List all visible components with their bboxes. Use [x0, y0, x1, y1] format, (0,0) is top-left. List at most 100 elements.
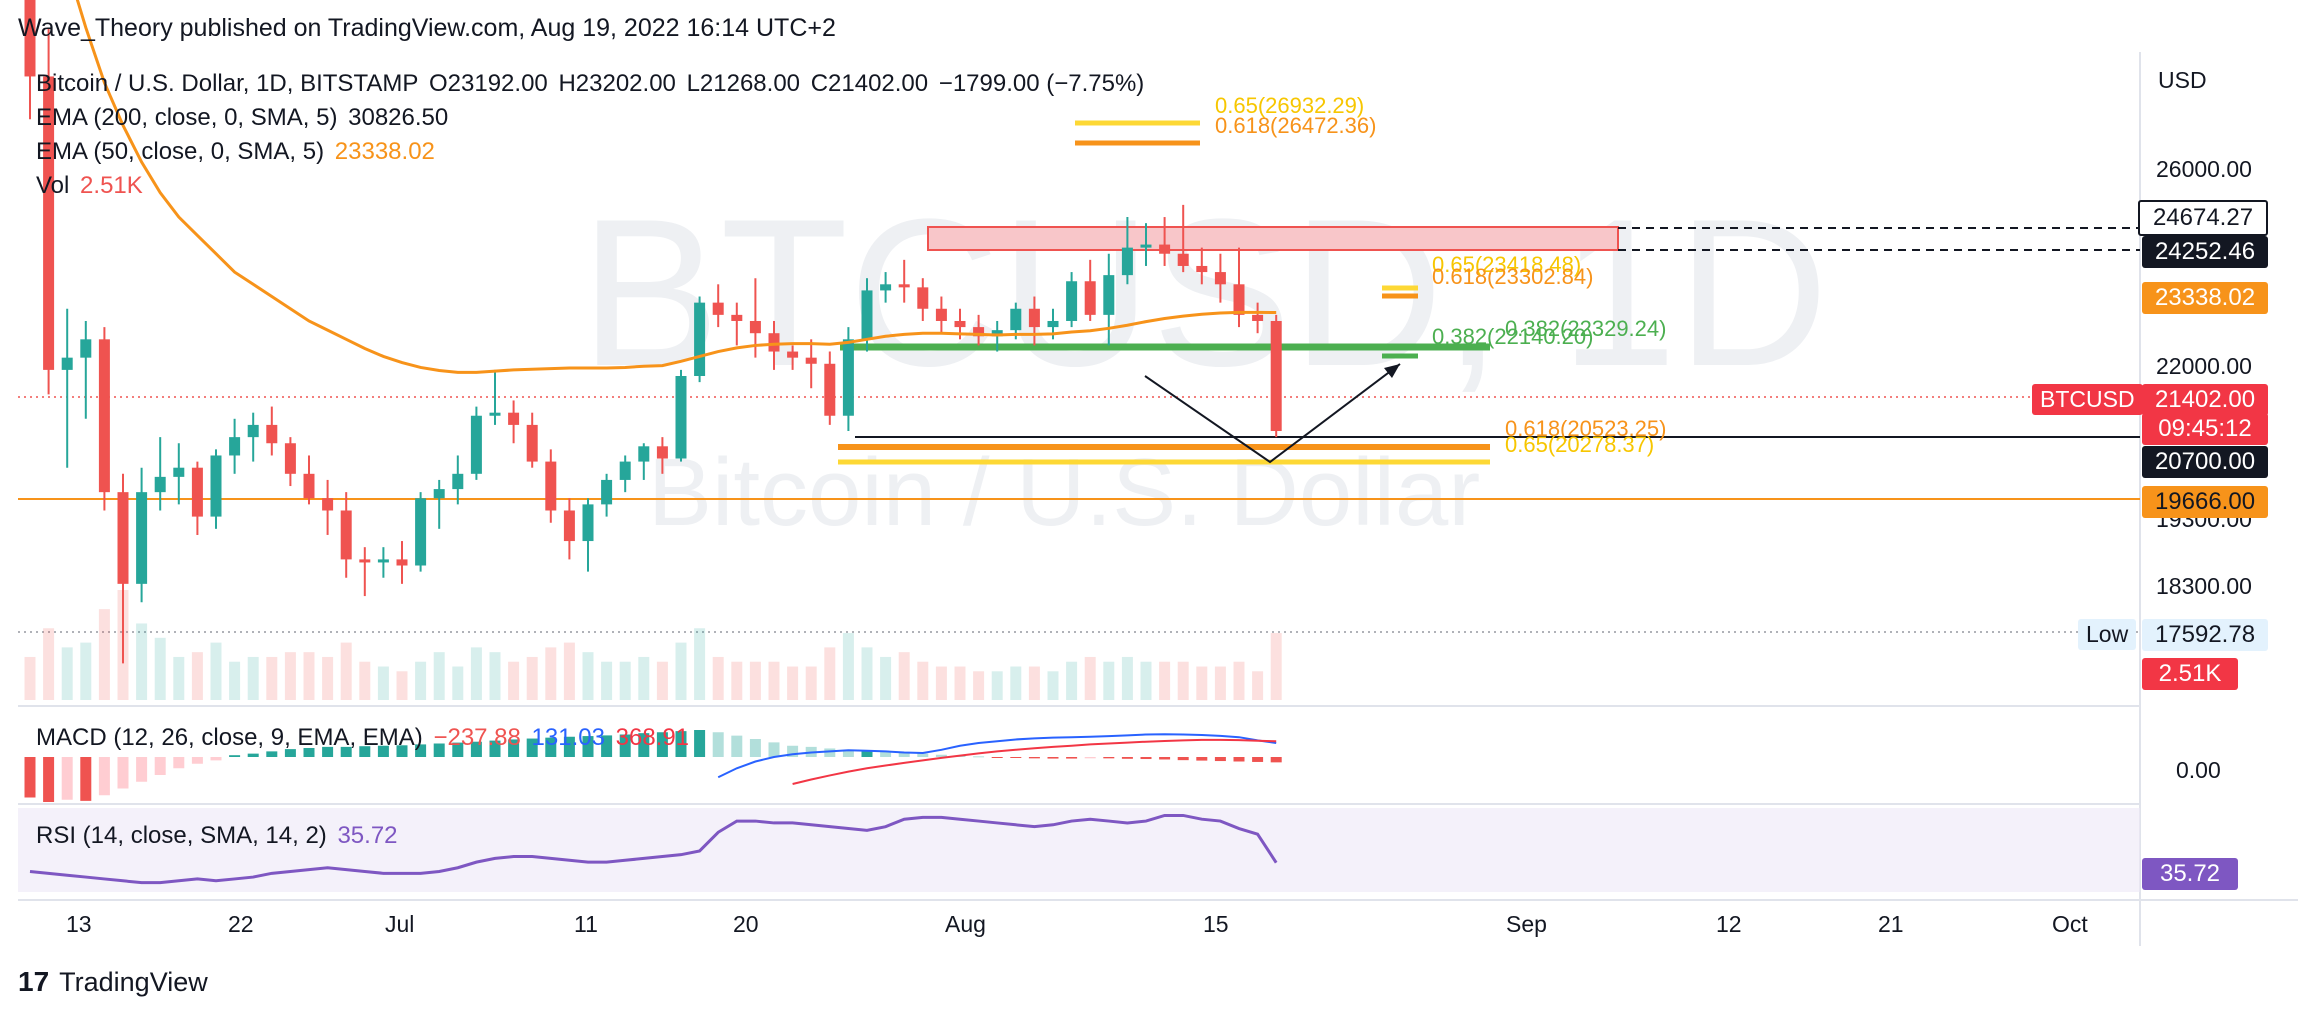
volume-bar	[1270, 633, 1282, 700]
fib-label-0: 0.65(26932.29)	[1215, 93, 1364, 118]
date-tick-6: 15	[1203, 911, 1229, 937]
volume-bar	[247, 656, 259, 700]
volume-bar	[582, 652, 594, 700]
legend-rsi-row[interactable]: RSI (14, close, SMA, 14, 2) 35.72	[36, 822, 402, 850]
volume-bar	[731, 661, 743, 700]
volume-bar	[43, 628, 55, 700]
legend-symbol-row: Bitcoin / U.S. Dollar, 1D, BITSTAMP O231…	[36, 70, 1148, 98]
macd-hist-bar	[136, 757, 148, 782]
candle-body	[154, 476, 166, 493]
legend-macd-row[interactable]: MACD (12, 26, close, 9, EMA, EMA) −237.8…	[36, 724, 693, 752]
macd-hist-bar	[1233, 757, 1245, 762]
tradingview-brand[interactable]: 17 TradingView	[18, 966, 208, 998]
macd-hist-bar	[247, 753, 259, 757]
rsi-pane	[29, 813, 1278, 885]
legend-close: C21402.00	[810, 70, 929, 97]
price-tag-volume: 2.51K	[2142, 658, 2238, 690]
candle-body	[61, 357, 73, 370]
macd-hist-bar	[749, 739, 761, 757]
candle-body	[545, 461, 557, 511]
candle-body	[1233, 284, 1245, 315]
macd-hist-bar	[43, 757, 55, 802]
macd-hist-bar	[563, 736, 575, 757]
macd-hist-bar	[526, 738, 538, 757]
legend-open: O23192.00	[429, 70, 548, 97]
candle-body	[638, 446, 650, 462]
volume-bar	[136, 623, 148, 700]
candle-body	[842, 339, 854, 416]
macd-hist-bar	[117, 757, 129, 789]
candle-body	[452, 473, 464, 490]
volume-bar	[508, 661, 520, 700]
macd-hist-bar	[768, 742, 780, 757]
macd-hist-bar	[61, 757, 73, 800]
candle-body	[1159, 244, 1171, 254]
legend-macd-hist: −237.88	[433, 724, 521, 751]
candle-body	[1140, 244, 1152, 248]
macd-hist-bar	[508, 739, 520, 757]
macd-hist-bar	[415, 744, 427, 757]
candle-body	[1028, 308, 1040, 328]
fib-label-2: 0.65(23418.48)	[1432, 252, 1581, 277]
volume-bar	[80, 642, 92, 700]
legend-vol-row[interactable]: Vol 2.51K	[36, 172, 147, 200]
price-tag-countdown: 09:45:12	[2142, 413, 2268, 445]
candle-body	[768, 333, 780, 352]
watermark-ticker: BTCUSD, 1D	[580, 175, 1829, 410]
candle-body	[191, 467, 203, 517]
candle-body	[563, 510, 575, 542]
volume-bar	[173, 656, 185, 700]
legend-ema50-row[interactable]: EMA (50, close, 0, SMA, 5) 23338.02	[36, 138, 439, 166]
price-tag-last: 21402.00	[2142, 384, 2268, 416]
macd-hist-bar	[303, 748, 315, 757]
candle-body	[1047, 320, 1059, 328]
candle-body	[1121, 247, 1133, 276]
ema50-path	[75, 0, 1277, 374]
macd-hist-bar	[433, 743, 445, 757]
candle-body	[136, 492, 148, 584]
macd-hist-bar	[1177, 757, 1189, 761]
legend-vol-value: 2.51K	[80, 172, 143, 199]
price-tag-ema50: 23338.02	[2142, 282, 2268, 314]
low-tag: Low	[2078, 619, 2137, 650]
publish-line: Wave_Theory published on TradingView.com…	[18, 14, 836, 42]
volume-bar	[470, 647, 482, 700]
fib-label-6: 0.618(20523.25)	[1505, 416, 1666, 441]
volume-bar	[433, 652, 445, 700]
candle-body	[173, 467, 185, 477]
macd-hist-bar	[824, 748, 836, 757]
candle-body	[396, 559, 408, 566]
candle-body	[1010, 308, 1022, 331]
macd-hist-bar	[1252, 757, 1264, 762]
macd-hist-bar	[694, 730, 706, 757]
macd-hist-bar	[991, 757, 1003, 758]
volume-bar	[24, 656, 36, 700]
candle-body	[917, 287, 929, 309]
volume-bar	[749, 661, 761, 700]
macd-hist-bar	[284, 749, 296, 757]
macd-hist-bar	[80, 757, 92, 801]
fib-label-1: 0.618(26472.36)	[1215, 113, 1376, 138]
date-tick-0: 13	[66, 911, 92, 937]
macd-hist-bar	[154, 757, 166, 775]
volume-bar	[768, 661, 780, 700]
candle-body	[1196, 265, 1208, 273]
legend-low: L21268.00	[686, 70, 801, 97]
legend-ema200-row[interactable]: EMA (200, close, 0, SMA, 5) 30826.50	[36, 104, 452, 132]
macd-hist-bar	[675, 731, 687, 757]
candle-body	[489, 412, 501, 416]
macd-hist-bar	[173, 757, 185, 769]
price-tag-24252: 24252.46	[2142, 236, 2268, 268]
candle-body	[247, 424, 259, 438]
macd-tick: 0.00	[2176, 757, 2221, 783]
macd-hist-bar	[787, 745, 799, 757]
volume-bar	[1047, 671, 1059, 700]
macd-hist-bar	[898, 752, 910, 757]
candle-body	[1252, 314, 1264, 321]
macd-hist-bar	[340, 746, 352, 757]
candle-body	[656, 446, 668, 459]
macd-hist-bar	[712, 732, 724, 757]
macd-hist-bar	[1010, 757, 1022, 758]
price-tick-1: 22000.00	[2156, 353, 2252, 379]
